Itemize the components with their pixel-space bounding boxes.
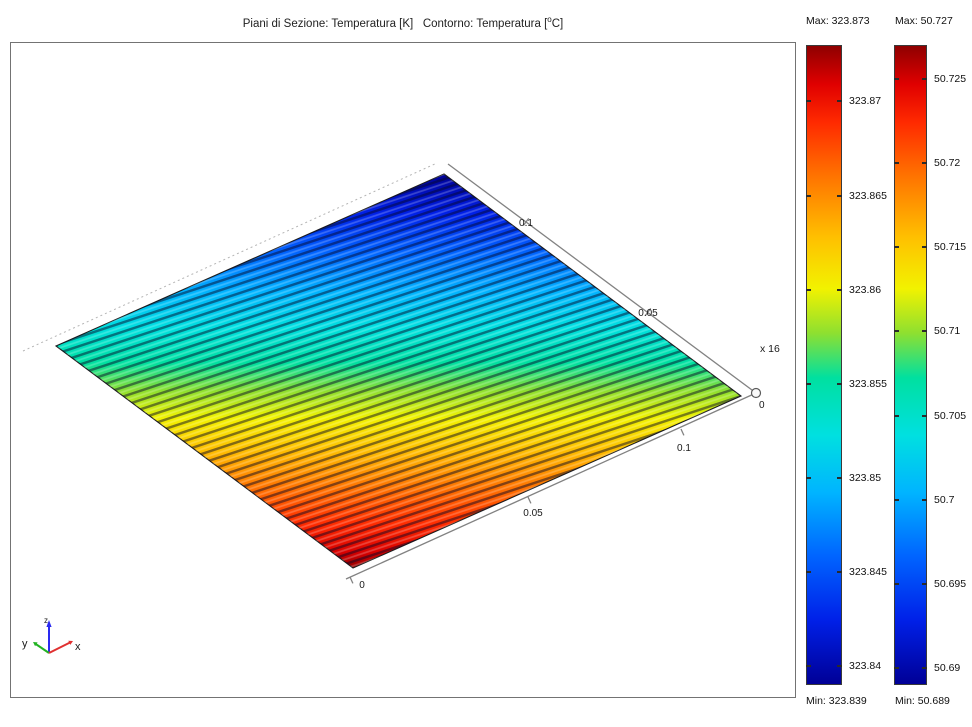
colorbar-tick: [837, 194, 842, 197]
colorbar-tick: [806, 194, 811, 197]
colorbar-tick: [837, 100, 842, 103]
axis-origin-marker-icon: [750, 387, 762, 399]
plot-canvas[interactable]: 0.1 0.05 0 0.05 0.1 0 x 16: [10, 42, 796, 698]
colorbar-tick-label: 50.725: [934, 72, 967, 85]
colorbar-tick: [894, 667, 899, 670]
colorbar-tick: [894, 498, 899, 501]
colorbar-tick: [837, 571, 842, 574]
triad-z-label: z: [44, 616, 48, 625]
x-axis: [345, 392, 757, 584]
colorbar-tick-label: 50.695: [934, 577, 967, 590]
colorbar-tick-label: 50.705: [934, 409, 967, 422]
colorbar-tick-label: 323.85: [849, 471, 882, 484]
colorbar-tick: [922, 667, 927, 670]
plot-title-contour: Contorno: Temperatura [: [422, 17, 548, 30]
colorbar-tick: [894, 161, 899, 164]
colorbar-tick: [922, 161, 927, 164]
colorbar-tick: [806, 382, 811, 385]
colorbar-tick: [922, 414, 927, 417]
colorbar-tick-label: 323.86: [849, 283, 882, 296]
colorbar-tick: [806, 100, 811, 103]
colorbar-tick: [894, 582, 899, 585]
colorbar-tick: [837, 382, 842, 385]
colorbar-tick: [806, 571, 811, 574]
colorbar-tick: [922, 582, 927, 585]
colorbar-tick: [894, 77, 899, 80]
temperature-slice-surface: [54, 173, 743, 569]
colorbar-tick: [806, 665, 811, 668]
x-axis-tick-label: 0.1: [677, 443, 691, 454]
colorbar-tick: [894, 330, 899, 333]
colorbar-max-label: Max: 323.873: [806, 15, 870, 27]
axis-triad-icon: z y x: [22, 616, 81, 654]
y-axis: [447, 163, 757, 394]
colorbar-tick-label: 50.715: [934, 241, 967, 254]
colorbar-tick: [837, 476, 842, 479]
scene-3d: 0.1 0.05 0 0.05 0.1 0 x 16: [22, 162, 780, 654]
colorbar-tick: [922, 498, 927, 501]
colorbar-tick: [837, 288, 842, 291]
slice-colorbar: Max: 323.873 Min: 323.839 323.87 323.865 3…: [806, 0, 892, 727]
dotted-edge-line: [22, 162, 438, 352]
axis-scale-label: x 16: [760, 343, 780, 355]
colorbar-tick-label: 50.7: [934, 493, 955, 506]
colorbar-gradient: [894, 45, 927, 685]
colorbar-tick-label: 323.84: [849, 660, 882, 673]
colorbar-tick-label: 323.87: [849, 95, 882, 108]
colorbar-tick: [922, 246, 927, 249]
colorbar-tick: [894, 246, 899, 249]
colorbar-tick: [922, 330, 927, 333]
colorbar-max-label: Max: 50.727: [895, 15, 953, 27]
colorbar-tick-label: 323.865: [849, 189, 887, 202]
y-axis-tick-label: 0.1: [519, 218, 533, 229]
triad-x-label: x: [75, 641, 81, 653]
contour-colorbar: Max: 50.727 Min: 50.689 50.725 50.72 50.71…: [893, 0, 972, 727]
colorbar-tick: [894, 414, 899, 417]
x-axis-tick-label: 0: [359, 580, 365, 591]
colorbar-tick-label: 323.855: [849, 377, 887, 390]
plot-title: Piani di Sezione: Temperatura [K] Contor…: [242, 15, 564, 30]
triad-y-label: y: [22, 638, 28, 650]
colorbar-tick: [806, 288, 811, 291]
colorbar-tick: [922, 77, 927, 80]
colorbar-tick-label: 50.72: [934, 156, 961, 169]
x-axis-tick-label: 0.05: [523, 508, 543, 519]
colorbar-min-label: Min: 50.689: [895, 695, 950, 707]
colorbar-tick-label: 50.71: [934, 325, 961, 338]
colorbar-tick: [837, 665, 842, 668]
colorbar-tick: [806, 476, 811, 479]
plot-title-slice: Piani di Sezione: Temperatura [K]: [242, 17, 414, 30]
colorbar-tick-label: 323.845: [849, 566, 887, 579]
y-axis-tick-label: 0.05: [638, 308, 658, 319]
origin-tick-label: 0: [759, 400, 765, 411]
colorbar-min-label: Min: 323.839: [806, 695, 867, 707]
colorbar-gradient: [806, 45, 842, 685]
colorbar-tick-label: 50.69: [934, 662, 961, 675]
